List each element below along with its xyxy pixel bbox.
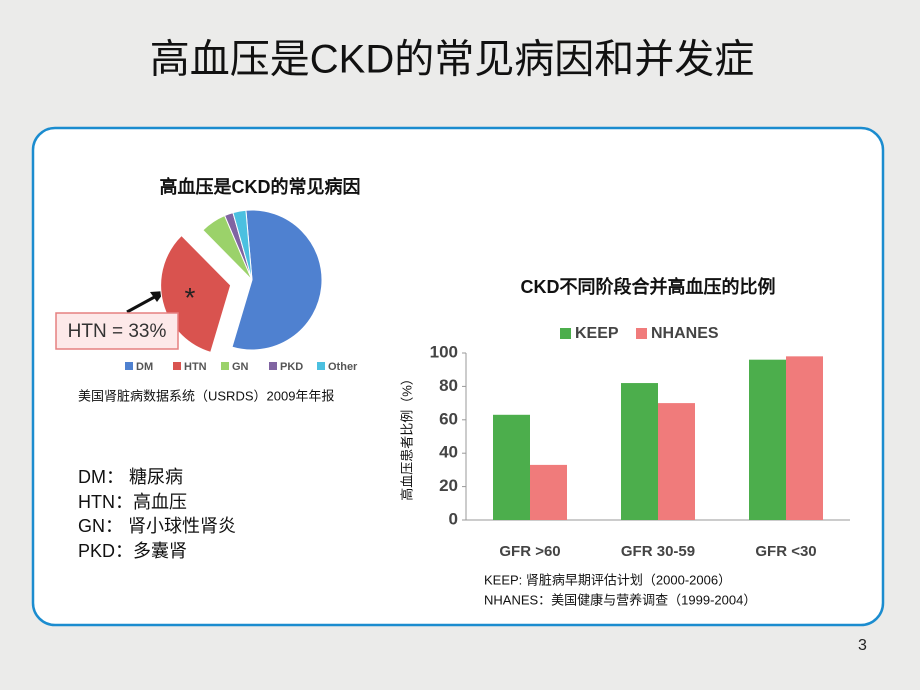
pie-source: 美国肾脏病数据系统（USRDS）2009年年报 [78, 388, 334, 403]
bar [530, 464, 567, 520]
legend-label: NHANES [651, 325, 719, 342]
pie-slice [232, 209, 253, 281]
legend-swatch [173, 362, 181, 370]
bar-note: NHANES：美国健康与营养调查（1999-2004） [484, 592, 756, 607]
legend-label: KEEP [575, 325, 619, 342]
callout-label: HTN = 33% [68, 321, 167, 342]
slice-marker: * [184, 282, 195, 313]
x-tick-label: GFR 30-59 [621, 543, 695, 560]
legend-label: Other [328, 361, 358, 373]
legend-swatch [317, 362, 325, 370]
bar [493, 414, 530, 520]
abbreviation: PKD：多囊肾 [78, 541, 187, 561]
slide-title: 高血压是CKD的常见病因和并发症 [150, 38, 754, 82]
abbreviation: HTN：高血压 [78, 492, 187, 512]
y-tick-label: 60 [439, 409, 458, 428]
y-tick-label: 40 [439, 443, 458, 462]
y-tick-label: 20 [439, 476, 458, 495]
bar-note: KEEP: 肾脏病早期评估计划（2000-2006） [484, 572, 731, 587]
y-tick-label: 0 [449, 509, 458, 528]
legend-label: HTN [184, 361, 207, 373]
legend-label: GN [232, 361, 249, 373]
abbreviation: DM： 糖尿病 [78, 467, 183, 487]
legend-swatch [636, 328, 647, 339]
y-tick-label: 100 [430, 342, 458, 361]
legend-label: PKD [280, 361, 303, 373]
bar [621, 383, 658, 520]
legend-label: DM [136, 361, 153, 373]
bar [658, 403, 695, 520]
page-number: 3 [858, 637, 867, 654]
legend-swatch [560, 328, 571, 339]
legend-swatch [269, 362, 277, 370]
y-tick-label: 80 [439, 376, 458, 395]
legend-swatch [125, 362, 133, 370]
pie-slice [231, 209, 323, 351]
bar [749, 359, 786, 520]
callout-box [55, 312, 179, 350]
y-axis-label: 高血压患者比例（%） [399, 372, 414, 501]
bar-title: CKD不同阶段合并高血压的比例 [521, 276, 776, 297]
x-tick-label: GFR >60 [499, 543, 560, 560]
legend-swatch [221, 362, 229, 370]
x-tick-label: GFR <30 [755, 543, 816, 560]
pie-title: 高血压是CKD的常见病因 [160, 176, 361, 197]
bar [786, 356, 823, 520]
abbreviation: GN： 肾小球性肾炎 [78, 516, 236, 536]
